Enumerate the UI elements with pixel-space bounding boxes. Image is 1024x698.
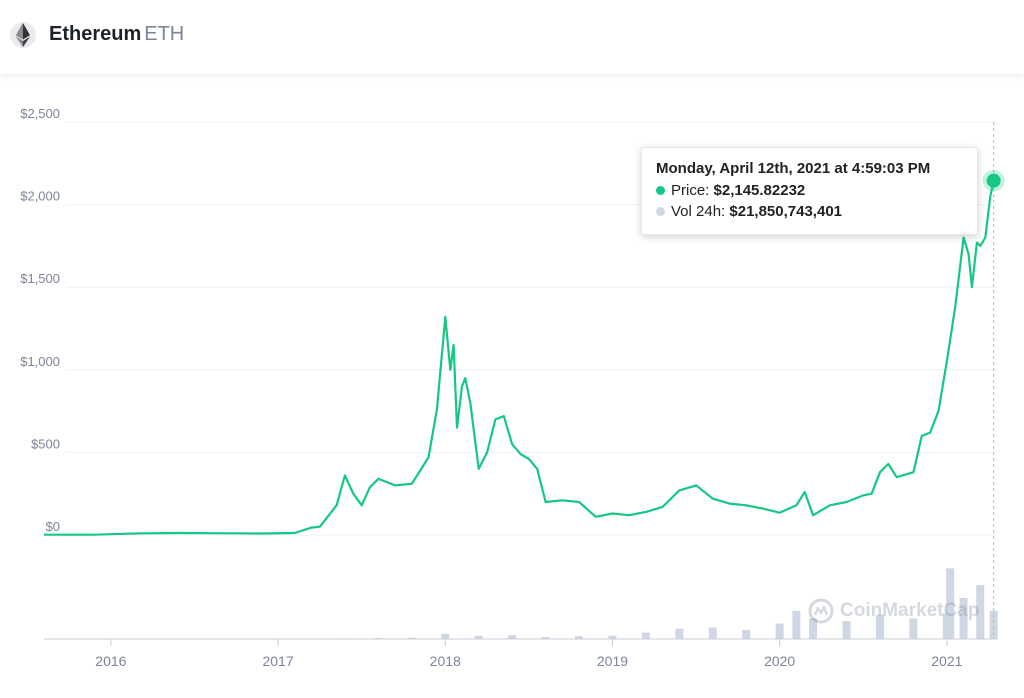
x-tick-label: 2016: [95, 653, 126, 669]
volume-bar: [742, 630, 751, 639]
coin-symbol: ETH: [144, 23, 185, 45]
watermark-text: CoinMarketCap: [840, 600, 980, 621]
volume-bar: [708, 627, 717, 639]
coinmarketcap-logo-icon: [808, 598, 834, 624]
volume-bar: [875, 614, 884, 639]
tooltip-price-value: $2,145.82232: [713, 182, 806, 199]
volume-bar: [946, 568, 955, 639]
price-chart[interactable]: $0 $500 $1,000 $1,500 $2,000 $2,500 2016 2017 2…: [0, 74, 1024, 698]
volume-bar: [441, 633, 450, 639]
tooltip-date: Monday, April 12th, 2021 at 4:59:03 PM: [656, 160, 931, 177]
volume-bar: [641, 632, 650, 639]
tooltip-vol-value: $21,850,743,401: [729, 203, 843, 220]
volume-bar: [474, 635, 483, 639]
volume-bar: [909, 618, 918, 639]
tooltip-price-label: Price:: [671, 182, 710, 199]
y-tick-label: $2,000: [20, 189, 60, 204]
volume-bar: [407, 637, 416, 639]
tooltip-vol-row: Vol 24h: $21,850,743,401: [656, 201, 963, 222]
price-dot-icon: [656, 185, 665, 195]
tooltip-vol-label: Vol 24h:: [671, 203, 726, 220]
coin-name: Ethereum: [49, 23, 142, 45]
y-tick-label: $500: [31, 436, 60, 451]
coin-title: Ethereum ETH: [49, 23, 184, 46]
x-tick-label: 2017: [262, 653, 293, 669]
header: Ethereum ETH: [0, 0, 1024, 74]
y-tick-label: $2,500: [20, 106, 60, 121]
price-tooltip: Monday, April 12th, 2021 at 4:59:03 PM P…: [641, 147, 978, 235]
volume-bar: [809, 618, 818, 639]
x-tick-label: 2021: [931, 653, 962, 669]
chart-area[interactable]: $0 $500 $1,000 $1,500 $2,000 $2,500 2016 2017 2…: [0, 74, 1024, 698]
volume-bar: [989, 610, 998, 639]
y-tick-label: $1,000: [20, 354, 60, 369]
volume-bar: [508, 635, 517, 639]
volume-bar: [675, 628, 684, 639]
volume-bar: [959, 597, 968, 639]
volume-dot-icon: [656, 206, 665, 216]
x-tick-label: 2020: [764, 653, 795, 669]
volume-bar: [842, 621, 851, 639]
price-line: [44, 180, 995, 536]
volume-bar: [575, 636, 584, 639]
x-tick-label: 2018: [430, 653, 461, 669]
y-tick-label: $0: [46, 519, 60, 534]
volume-bar: [792, 610, 801, 639]
volume-bar: [374, 637, 383, 639]
volume-bar: [541, 636, 550, 639]
coinmarketcap-watermark: CoinMarketCap: [808, 598, 979, 624]
volume-bar: [608, 635, 617, 639]
tooltip-price-row: Price: $2,145.82232: [656, 180, 963, 201]
y-tick-label: $1,500: [20, 271, 60, 286]
volume-bar: [775, 623, 784, 639]
x-tick-label: 2019: [597, 653, 628, 669]
volume-bar: [976, 585, 985, 639]
hover-marker: [986, 173, 1001, 188]
ethereum-logo-icon: [10, 22, 36, 48]
